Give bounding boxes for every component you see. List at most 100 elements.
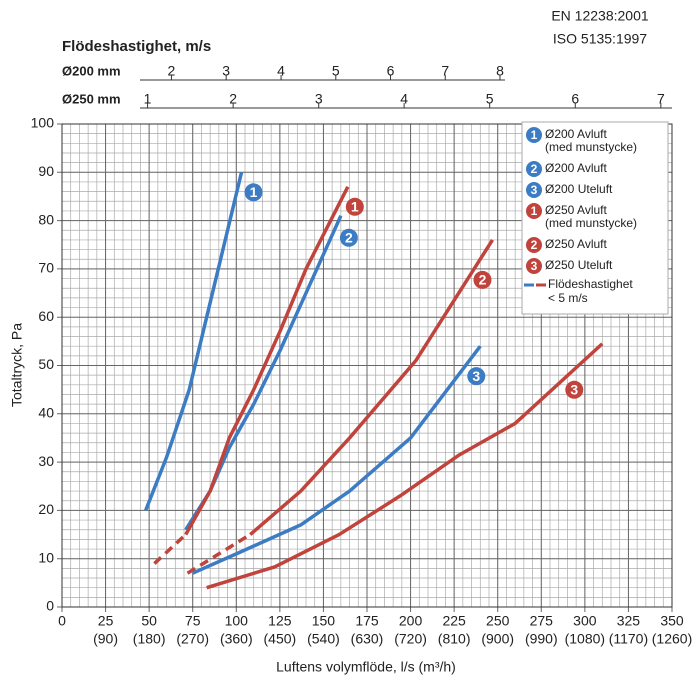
x-tick-label-m3h: (900) (481, 631, 514, 647)
legend-note: (med munstycke) (545, 216, 637, 230)
badge (345, 197, 364, 216)
top-tick-label: 3 (315, 91, 323, 107)
badge-number: 3 (472, 368, 480, 384)
top-axis-label: Ø200 mm (62, 63, 121, 78)
legend-note: (med munstycke) (545, 140, 637, 154)
series-line (206, 342, 604, 590)
x-tick-label-m3h: (90) (93, 631, 118, 647)
badge (526, 203, 542, 219)
badge (565, 380, 584, 399)
y-tick-label: 90 (38, 163, 54, 179)
x-tick-label: 225 (442, 613, 466, 629)
top-tick-label: 7 (441, 63, 449, 79)
top-tick-label: 6 (387, 63, 395, 79)
top-tick-label: 8 (496, 63, 504, 79)
top-tick-label: 6 (571, 91, 579, 107)
x-tick-label-m3h: (270) (176, 631, 209, 647)
x-tick-label: 25 (98, 613, 114, 629)
x-tick-label-m3h: (810) (438, 631, 471, 647)
series-line (144, 171, 244, 512)
x-tick-label-m3h: (450) (264, 631, 297, 647)
badge-number: 3 (531, 183, 538, 197)
badge (467, 367, 486, 386)
y-tick-label: 60 (38, 308, 54, 324)
y-tick-label: 100 (31, 115, 55, 131)
x-tick-label: 0 (58, 613, 66, 629)
top-tick-label: 7 (657, 91, 665, 107)
legend-text: Ø250 Avluft (545, 237, 607, 251)
dashed-line (153, 533, 187, 565)
top-tick-label: 1 (144, 91, 152, 107)
x-tick-label: 200 (399, 613, 423, 629)
standard: ISO 5135:1997 (553, 31, 647, 47)
top-tick-label: 5 (486, 91, 494, 107)
badge-number: 3 (570, 381, 578, 397)
legend: 1 Ø200 Avluft(med munstycke)2 Ø200 Avluft3… (521, 121, 669, 315)
top-axis-label: Ø250 mm (62, 91, 121, 106)
badge (526, 127, 542, 143)
legend-box (521, 121, 669, 315)
y-tick-label: 40 (38, 405, 54, 421)
x-label: Luftens volymflöde, l/s (m³/h) (276, 659, 456, 675)
legend-text: < 5 m/s (548, 291, 588, 305)
x-tick-label-m3h: (360) (220, 631, 253, 647)
x-tick-label: 175 (355, 613, 379, 629)
y-tick-label: 20 (38, 501, 54, 517)
badge (526, 182, 542, 198)
x-tick-label: 125 (268, 613, 292, 629)
legend-text: Flödeshastighet (548, 277, 633, 291)
dashed-line (186, 533, 252, 575)
x-tick-label: 250 (486, 613, 510, 629)
badge (473, 270, 492, 289)
badge-number: 1 (531, 128, 538, 142)
top-title: Flödeshastighet, m/s (62, 38, 211, 55)
series-line (184, 185, 350, 536)
series-line (249, 238, 494, 536)
legend-text: Ø250 Avluft (545, 203, 607, 217)
series-line (192, 345, 482, 575)
badge-number: 2 (345, 229, 353, 245)
top-tick-label: 3 (222, 63, 230, 79)
badge (526, 258, 542, 274)
badge-number: 2 (531, 238, 538, 252)
badge-number: 2 (479, 272, 487, 288)
x-tick-label-m3h: (990) (525, 631, 558, 647)
badge-number: 1 (531, 204, 538, 218)
y-tick-label: 30 (38, 453, 54, 469)
top-tick-label: 2 (168, 63, 176, 79)
badge-number: 2 (531, 162, 538, 176)
x-tick-label-m3h: (1170) (609, 631, 648, 647)
legend-text: Ø200 Avluft (545, 161, 607, 175)
badge-number: 1 (351, 198, 359, 214)
x-tick-label: 300 (573, 613, 597, 629)
plot-frame (61, 123, 673, 608)
x-tick-label-m3h: (540) (307, 631, 340, 647)
top-tick-label: 2 (229, 91, 237, 107)
x-tick-label-m3h: (630) (351, 631, 384, 647)
x-tick-label: 350 (660, 613, 684, 629)
top-tick-label: 4 (400, 91, 408, 107)
legend-text: Ø250 Uteluft (545, 258, 613, 272)
x-tick-label: 325 (617, 613, 641, 629)
badge-number: 3 (531, 259, 538, 273)
x-tick-label: 150 (312, 613, 336, 629)
y-tick-label: 70 (38, 260, 54, 276)
y-tick-label: 50 (38, 356, 54, 372)
x-tick-label-m3h: (180) (133, 631, 166, 647)
y-tick-label: 10 (38, 549, 54, 565)
x-tick-label: 75 (185, 613, 201, 629)
badge (526, 237, 542, 253)
badge (526, 161, 542, 177)
top-tick-label: 5 (332, 63, 340, 79)
x-tick-label: 100 (225, 613, 249, 629)
badge (339, 228, 358, 247)
standard: EN 12238:2001 (551, 8, 649, 24)
x-tick-label-m3h: (1080) (565, 631, 605, 647)
top-tick-label: 4 (277, 63, 285, 79)
legend-text: Ø200 Uteluft (545, 182, 613, 196)
series-line (184, 215, 343, 531)
y-tick-label: 0 (46, 598, 54, 614)
x-tick-label: 50 (141, 613, 157, 629)
x-tick-label: 275 (530, 613, 554, 629)
